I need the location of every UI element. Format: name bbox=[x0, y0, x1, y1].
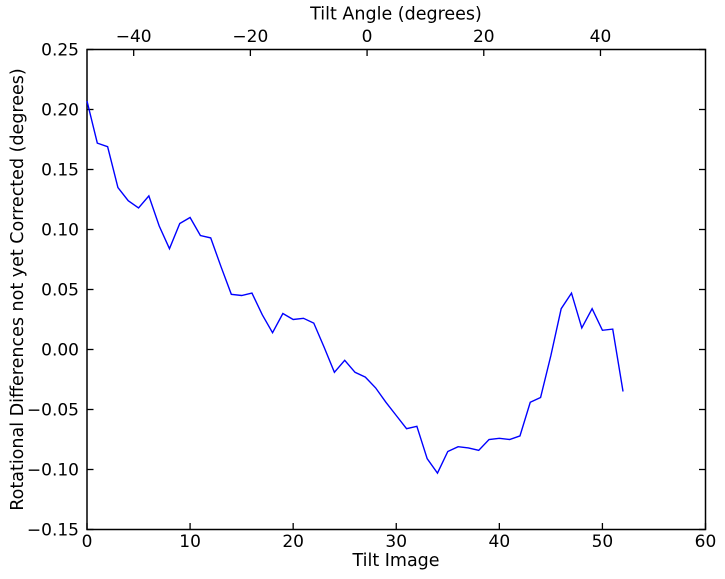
x-tick-label: 30 bbox=[385, 532, 407, 552]
plot-frame bbox=[86, 48, 707, 531]
y-tick-label: −0.15 bbox=[27, 521, 79, 541]
x-tick-label: 40 bbox=[489, 532, 511, 552]
top-x-tick-label: 0 bbox=[362, 27, 373, 47]
y-tick-label: 0.05 bbox=[41, 281, 79, 301]
top-x-tick-label: 20 bbox=[473, 27, 495, 47]
x-tick-label: 60 bbox=[695, 532, 717, 552]
x-tick-label: 0 bbox=[82, 532, 93, 552]
x-tick-label: 20 bbox=[282, 532, 304, 552]
y-tick-label: −0.05 bbox=[27, 401, 79, 421]
x-tick-label: 50 bbox=[592, 532, 614, 552]
top-x-tick-label: −20 bbox=[232, 27, 268, 47]
y-tick-label: 0.20 bbox=[41, 101, 79, 121]
y-axis-title: Rotational Differences not yet Corrected… bbox=[8, 68, 28, 510]
y-tick-label: −0.10 bbox=[27, 461, 79, 481]
y-tick-label: 0.25 bbox=[41, 41, 79, 61]
y-tick-label: 0.10 bbox=[41, 221, 79, 241]
data-line bbox=[86, 100, 624, 475]
top-x-tick-label: −40 bbox=[116, 27, 152, 47]
top-axis-title: Tilt Angle (degrees) bbox=[309, 5, 482, 25]
chart-generated-layer: 0 10 20 30 40 50 60 −40 −20 0 20 40 0.25 0.20 0.15 0.10… bbox=[27, 27, 716, 552]
y-tick-label: 0.00 bbox=[41, 341, 79, 361]
top-x-tick-label: 40 bbox=[590, 27, 612, 47]
x-axis-title: Tilt Image bbox=[351, 551, 439, 571]
y-tick-label: 0.15 bbox=[41, 161, 79, 181]
x-tick-label: 10 bbox=[179, 532, 201, 552]
